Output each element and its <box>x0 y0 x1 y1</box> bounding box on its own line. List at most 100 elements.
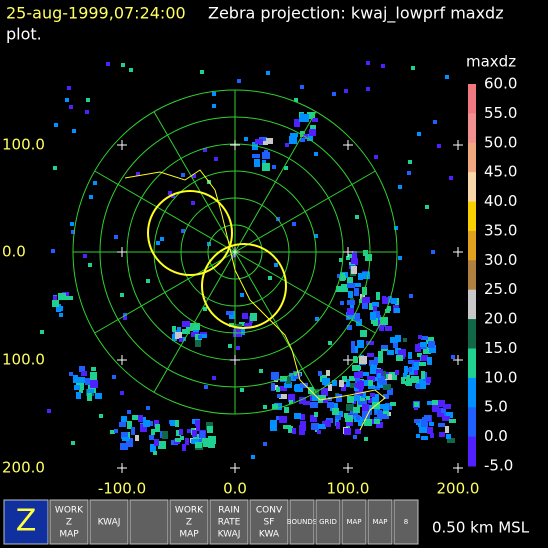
echo <box>415 384 422 388</box>
toolbar-icon[interactable] <box>3 499 49 545</box>
toolbar-icon[interactable] <box>393 499 419 545</box>
grid-cross <box>453 247 463 257</box>
echo <box>432 404 439 412</box>
icon-label: 8 <box>404 518 408 526</box>
toolbar-icon[interactable] <box>209 499 249 545</box>
echo <box>342 376 347 382</box>
colorbar-swatch <box>468 201 476 232</box>
echo <box>378 376 385 383</box>
echo <box>212 92 216 96</box>
echo <box>374 419 380 424</box>
echo <box>309 112 314 118</box>
echo <box>357 366 361 370</box>
echo <box>364 437 368 441</box>
echo <box>428 341 435 348</box>
echo <box>341 384 346 391</box>
icon-label: RATE <box>218 518 241 528</box>
x-axis-label: -100.0 <box>98 480 146 498</box>
echo <box>347 314 355 319</box>
colorbar-label: 40.0 <box>484 192 517 210</box>
echo <box>143 420 150 427</box>
toolbar-icon[interactable] <box>289 499 315 545</box>
echo <box>283 425 291 429</box>
echo <box>417 132 421 136</box>
echo <box>91 367 96 371</box>
echo <box>374 357 378 365</box>
echo <box>151 429 155 435</box>
colorbar-swatch <box>468 230 476 261</box>
x-axis-label: 100.0 <box>327 480 370 498</box>
echo <box>401 377 405 384</box>
echo <box>353 407 360 413</box>
echo <box>212 376 216 380</box>
echo <box>155 424 160 432</box>
status: 0.50 km MSL <box>432 519 530 537</box>
toolbar-icon[interactable] <box>129 499 169 545</box>
echo <box>423 347 431 354</box>
echo <box>369 360 374 366</box>
echo <box>416 434 420 438</box>
echo <box>376 292 380 300</box>
echo <box>262 152 270 159</box>
echo <box>292 222 296 226</box>
echo <box>311 125 315 129</box>
echo <box>279 394 287 399</box>
toolbar-icon[interactable] <box>169 499 209 545</box>
grid-cross <box>343 247 353 257</box>
echo <box>421 436 428 440</box>
echo <box>339 380 344 387</box>
echo <box>367 353 374 357</box>
echo <box>300 131 305 137</box>
echo <box>196 424 200 431</box>
echo <box>255 139 263 144</box>
echo <box>182 329 190 334</box>
echo <box>366 61 370 65</box>
echo <box>344 89 348 93</box>
echo <box>355 283 361 287</box>
echo <box>172 334 177 341</box>
echo <box>127 410 131 414</box>
echo <box>66 296 73 300</box>
echo <box>381 345 388 349</box>
echo <box>354 372 358 378</box>
echo <box>110 430 115 434</box>
echo <box>87 393 92 401</box>
echo <box>396 355 403 361</box>
colorbar-label: 10.0 <box>484 368 517 386</box>
icon-label: Z <box>186 518 192 528</box>
echo <box>266 71 270 75</box>
echo <box>417 353 422 357</box>
echo <box>443 404 451 409</box>
echo <box>228 344 232 348</box>
echo <box>148 421 153 426</box>
echo <box>409 294 413 298</box>
echo <box>414 419 420 423</box>
x-axis-label: 0.0 <box>223 480 247 498</box>
echo <box>242 313 248 319</box>
echo <box>433 120 437 124</box>
echo <box>437 144 441 148</box>
echo <box>420 342 427 347</box>
echo <box>335 415 341 420</box>
echo <box>272 165 276 169</box>
toolbar-icon[interactable] <box>89 499 129 545</box>
echo <box>83 254 87 258</box>
toolbar-icon[interactable] <box>367 499 393 545</box>
echo <box>120 293 124 297</box>
toolbar-icon[interactable] <box>49 499 89 545</box>
echo <box>383 414 387 419</box>
echo <box>241 327 245 335</box>
colorbar-label: 35.0 <box>484 221 517 239</box>
echo <box>378 351 383 356</box>
toolbar-icon[interactable] <box>315 499 341 545</box>
colorbar-label: 15.0 <box>484 339 517 357</box>
echo <box>385 326 392 331</box>
toolbar-icon[interactable] <box>341 499 367 545</box>
echo <box>70 222 74 226</box>
echo <box>437 400 445 407</box>
echo <box>244 137 248 141</box>
echo <box>307 136 313 141</box>
timestamp: 25-aug-1999,07:24:00 <box>6 4 186 23</box>
echo <box>351 345 355 353</box>
toolbar-icon[interactable] <box>249 499 289 545</box>
